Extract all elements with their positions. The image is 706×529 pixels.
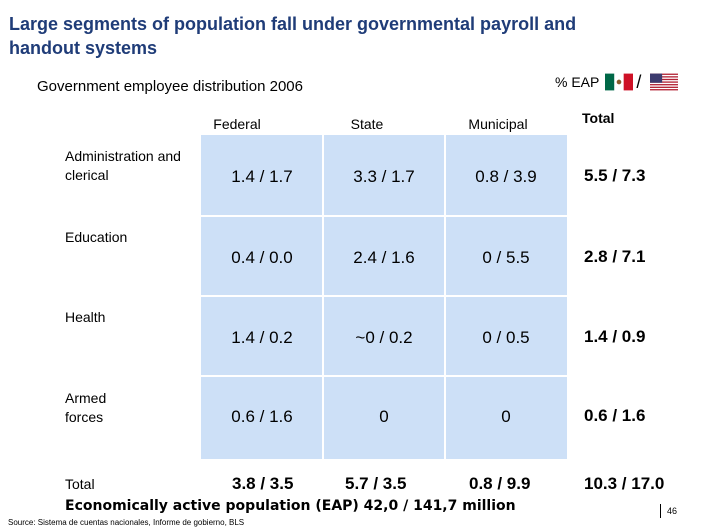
grand-total: 10.3 / 17.0 [584, 474, 665, 493]
grid-cell: 0 / 0.5 [482, 328, 530, 347]
grid-divider [201, 375, 567, 377]
grid-divider [444, 135, 446, 459]
row-total: 0.6 / 1.6 [584, 406, 646, 425]
column-header-total: Total [582, 110, 615, 126]
grid-cell: 3.3 / 1.7 [353, 167, 415, 186]
row-total: 5.5 / 7.3 [584, 166, 646, 185]
grid-cell: 0 / 5.5 [482, 248, 530, 267]
row-label-education: Education [65, 229, 128, 245]
grid-cell: ~0 / 0.2 [355, 328, 413, 347]
grid-cell: 0.8 / 3.9 [475, 167, 537, 186]
eap-note: Economically active population (EAP) 42,… [65, 498, 516, 514]
row-total: 2.8 / 7.1 [584, 247, 646, 266]
column-header-municipal: Municipal [468, 116, 528, 132]
column-header-state: State [350, 116, 384, 132]
grid-cell: 0 [501, 407, 511, 426]
row-total: 1.4 / 0.9 [584, 327, 646, 346]
column-total-state: 5.7 / 3.5 [345, 474, 407, 493]
row-label-administration: Administration and clerical [65, 148, 181, 183]
grid-divider [201, 295, 567, 297]
column-total-federal: 3.8 / 3.5 [232, 474, 294, 493]
usa-flag-icon [650, 73, 679, 91]
mexico-flag-icon [605, 73, 634, 91]
source-note: Source: Sistema de cuentas nacionales, I… [8, 518, 245, 527]
page-title: Large segments of population fall under … [9, 14, 577, 58]
column-header-federal: Federal [213, 116, 261, 132]
eap-legend: % EAP / [555, 70, 679, 94]
grid-cell: 0 [379, 407, 389, 426]
column-total-municipal: 0.8 / 9.9 [469, 474, 531, 493]
row-label-total: Total [65, 476, 95, 492]
legend-separator: / [636, 71, 642, 92]
grid-divider [322, 135, 324, 459]
grid-divider [201, 215, 567, 217]
grid-cell: 2.4 / 1.6 [353, 248, 415, 267]
page-number: 46 [660, 504, 677, 518]
data-grid: 1.4 / 1.7 3.3 / 1.7 0.8 / 3.9 0.4 / 0.0 … [200, 134, 568, 460]
row-label-health: Health [65, 309, 106, 325]
grid-cell: 0.6 / 1.6 [231, 407, 293, 426]
eap-label: % EAP [555, 74, 600, 90]
row-label-armed-forces: Armed forces [65, 390, 107, 425]
grid-cell: 0.4 / 0.0 [231, 248, 293, 267]
chart-subtitle: Government employee distribution 2006 [37, 78, 303, 95]
grid-cell: 1.4 / 1.7 [231, 167, 293, 186]
grid-cell: 1.4 / 0.2 [231, 328, 293, 347]
